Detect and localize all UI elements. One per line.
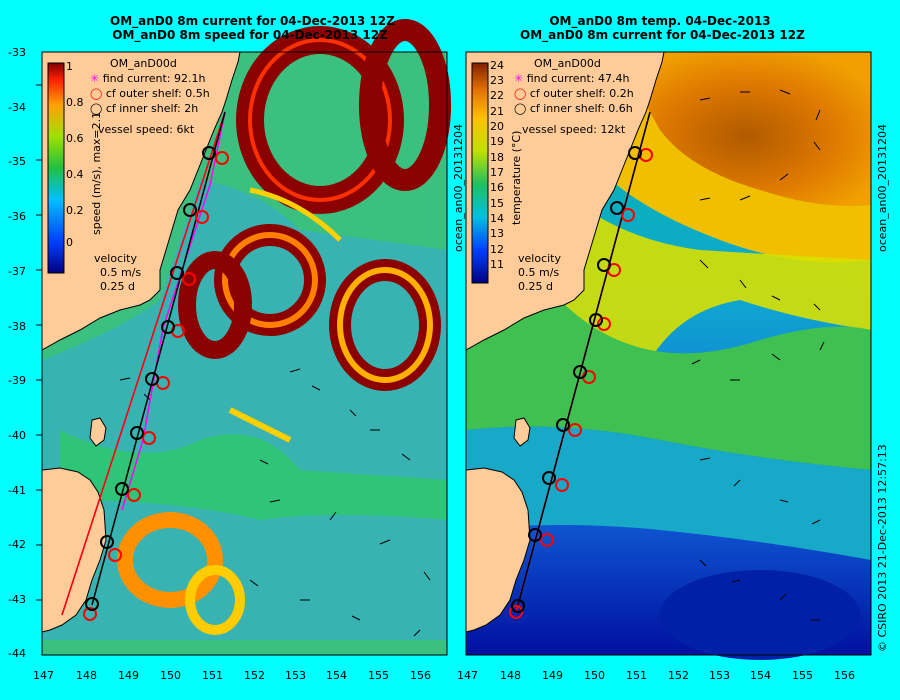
left-eddy-north [236, 26, 404, 214]
left-title-line2: OM_anD0 8m speed for 04-Dec-2013 12Z [112, 28, 388, 42]
left-eddy-south [117, 512, 245, 635]
right-route-inner-shelf [517, 111, 651, 606]
left-legend: OM_anD00d ✳ find current: 92.1h ◯ cf out… [90, 56, 210, 137]
right-colorbar-label: temperature (°C) [510, 130, 523, 225]
right-title-line2: OM_anD0 8m current for 04-Dec-2013 12Z [520, 28, 805, 42]
outer-shelf-icon: ◯ [514, 87, 527, 100]
left-velocity-arrows [119, 368, 431, 637]
right-cool-zone [466, 426, 871, 560]
right-legend-title: OM_anD00d [534, 57, 601, 70]
left-legend-outer: ◯ cf outer shelf: 0.5h [90, 87, 210, 100]
left-lon-labels: 147 148 149 150 151 152 153 154 155 156 [33, 669, 431, 682]
inner-shelf-icon: ◯ [90, 102, 103, 115]
right-warm-core [620, 52, 871, 206]
left-velocity-key: velocity 0.5 m/s 0.25 d [94, 252, 142, 293]
left-eddy-northeast [359, 19, 451, 191]
right-legend-outer: ◯ cf outer shelf: 0.2h [514, 87, 634, 100]
left-title-line1: OM_anD0 8m current for 04-Dec-2013 12Z [110, 14, 395, 28]
find-current-icon: ✳ [90, 72, 100, 85]
right-lon-labels: 147 148 149 150 151 152 153 154 155 156 [457, 669, 855, 682]
left-legend-find: ✳ find current: 92.1h [90, 72, 206, 85]
left-axis-ticks [36, 84, 42, 601]
find-current-icon: ✳ [514, 72, 524, 85]
left-eddy-central [214, 224, 326, 336]
right-land-tasmania [465, 467, 531, 633]
left-land-mainland [41, 51, 241, 351]
left-inner-shelf-markers [85, 146, 216, 611]
left-speed-colorbar [47, 62, 65, 274]
right-land-flinders [513, 417, 531, 447]
left-legend-title: OM_anD00d [110, 57, 177, 70]
right-legend-inner: ◯ cf inner shelf: 0.6h [514, 102, 633, 115]
outer-shelf-icon: ◯ [90, 87, 103, 100]
left-route-tracks [61, 111, 226, 616]
left-vessel-speed: vessel speed: 6kt [98, 123, 195, 136]
left-legend-inner: ◯ cf inner shelf: 2h [90, 102, 199, 115]
left-eddy-east [329, 259, 441, 391]
left-route-inner-shelf [91, 111, 226, 606]
right-legend: OM_anD00d ✳ find current: 47.4h ◯ cf out… [514, 56, 634, 137]
side-label-right: ocean_an00_20131204 [876, 124, 889, 252]
right-inner-shelf-markers [511, 146, 642, 613]
right-temperature-colorbar [471, 62, 489, 284]
right-land-mainland [465, 51, 665, 351]
left-colorbar-label: speed (m/s), max=2.1 [90, 111, 103, 235]
right-cold-pool [660, 570, 860, 660]
right-title-line1: OM_anD0 8m temp. 04-Dec-2013 [549, 14, 771, 28]
right-legend-find: ✳ find current: 47.4h [514, 72, 630, 85]
inner-shelf-icon: ◯ [514, 102, 527, 115]
left-eddy-west [178, 251, 252, 359]
right-green-zone [466, 300, 871, 470]
left-land-flinders [89, 417, 107, 447]
right-vessel-speed: vessel speed: 12kt [522, 123, 626, 136]
right-velocity-arrows [691, 89, 825, 621]
left-outer-shelf-markers [83, 151, 229, 621]
side-label-left: ocean_an00_20131204 [452, 124, 465, 252]
footer-credit: © CSIRO 2013 21-Dec-2013 12:57:13 [876, 444, 889, 652]
left-land-tasmania [41, 467, 107, 633]
left-route-outer-shelf [61, 111, 226, 616]
right-velocity-key: velocity 0.5 m/s 0.25 d [518, 252, 561, 293]
right-route-tracks [515, 111, 651, 613]
